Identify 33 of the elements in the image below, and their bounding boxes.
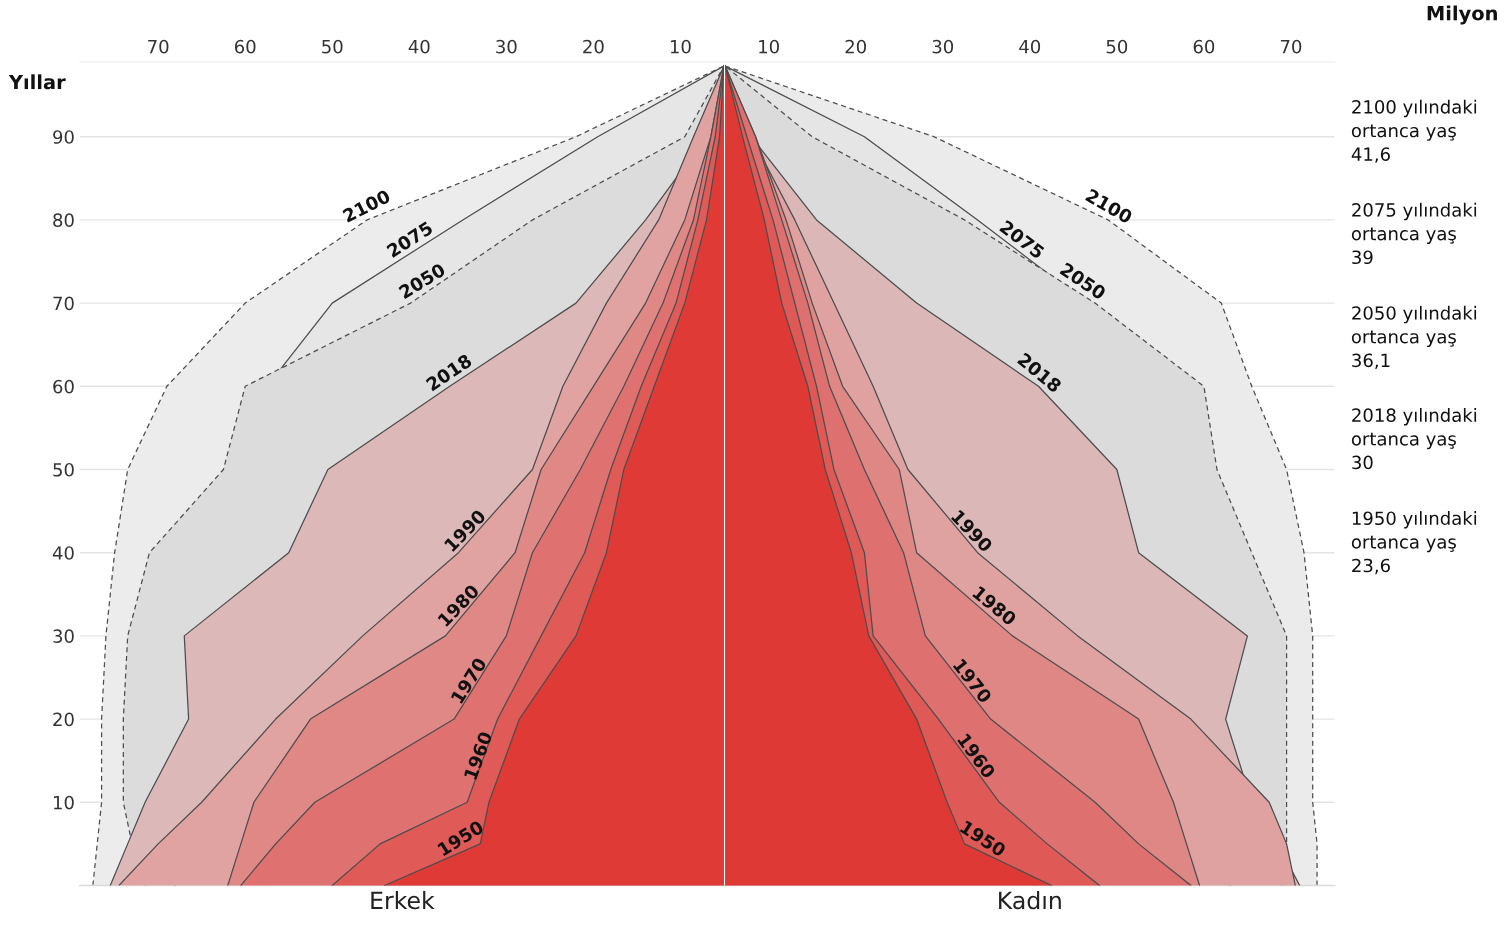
x-tick-label: 50 (1106, 39, 1128, 54)
text: 1950 yılındaki ortanca yaş 23,6 (1351, 511, 1477, 575)
text: Milyon (1427, 5, 1497, 25)
y-tick-label: 20 (53, 712, 74, 727)
text: 2050 yılındaki ortanca yaş 36,1 (1351, 305, 1477, 369)
y-tick-label: 30 (53, 629, 74, 643)
x-tick-label: 60 (1193, 39, 1215, 54)
x-tick-label: 30 (496, 39, 517, 54)
x-tick-label: 20 (583, 39, 604, 54)
x-tick-label: 30 (932, 39, 954, 54)
x-tick-label: 10 (670, 39, 691, 54)
text: 2018 yılındaki ortanca yaş 30 (1351, 408, 1477, 470)
y-axis-title: Yıllar (8, 74, 66, 90)
x-axis-title: Kadın (999, 891, 1061, 910)
y-tick-label: 70 (53, 296, 74, 311)
text: 1960 (463, 730, 493, 780)
x-tick-label: 40 (408, 39, 430, 54)
y-tick-label: 10 (53, 795, 74, 810)
x-axis-title: Erkek (371, 891, 435, 910)
x-tick-label: 70 (1280, 39, 1302, 54)
x-tick-label: 50 (322, 39, 343, 54)
y-tick-label: 40 (52, 546, 74, 560)
y-tick-label: 60 (53, 379, 74, 394)
text: 2100 yılındaki ortanca yaş 41,6 (1351, 99, 1477, 163)
x-tick-label: 20 (845, 39, 866, 54)
y-tick-label: 80 (53, 213, 74, 228)
y-tick-label: 50 (53, 462, 74, 477)
x-tick-label: 70 (148, 39, 169, 54)
x-tick-label: 10 (759, 39, 779, 54)
y-tick-label: 90 (53, 130, 74, 144)
x-tick-label: 60 (234, 39, 256, 54)
text: 2075 yılındaki ortanca yaş 39 (1351, 202, 1477, 265)
x-tick-label: 40 (1019, 39, 1041, 54)
